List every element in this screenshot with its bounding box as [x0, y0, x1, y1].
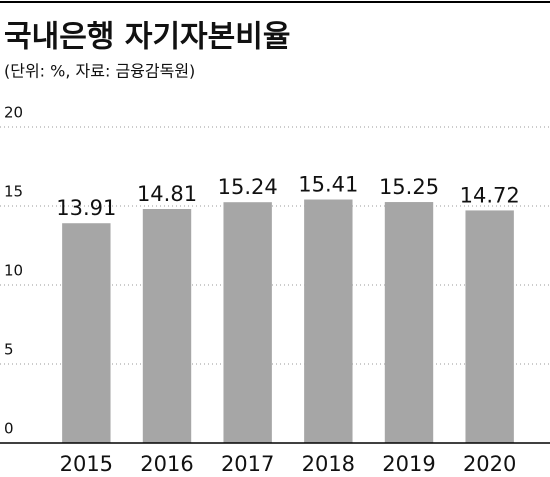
value-label: 15.25 [379, 175, 439, 199]
bar [223, 202, 272, 443]
chart-title: 국내은행 자기자본비율 [4, 20, 290, 55]
value-label: 14.72 [460, 183, 520, 207]
x-tick-label: 2015 [60, 452, 113, 476]
bar [142, 209, 192, 443]
value-label: 13.91 [56, 196, 116, 220]
x-tick-label: 2020 [463, 452, 516, 476]
x-tick-label: 2017 [221, 452, 274, 476]
y-tick-label: 5 [4, 341, 14, 359]
x-tick-label: 2016 [140, 452, 193, 476]
value-label: 15.24 [218, 175, 278, 199]
y-tick-label: 20 [4, 104, 23, 122]
x-tick-label: 2018 [302, 452, 355, 476]
value-label: 14.81 [137, 182, 197, 206]
bar [304, 199, 353, 443]
y-tick-label: 0 [4, 420, 14, 438]
y-tick-label: 15 [4, 183, 23, 201]
bar [62, 223, 111, 443]
bar [384, 202, 434, 443]
x-tick-label: 2019 [382, 452, 435, 476]
bar [465, 210, 514, 443]
chart-subtitle: (단위: %, 자료: 금융감독원) [4, 62, 195, 81]
value-label: 15.41 [298, 173, 358, 197]
y-tick-label: 10 [4, 262, 23, 280]
